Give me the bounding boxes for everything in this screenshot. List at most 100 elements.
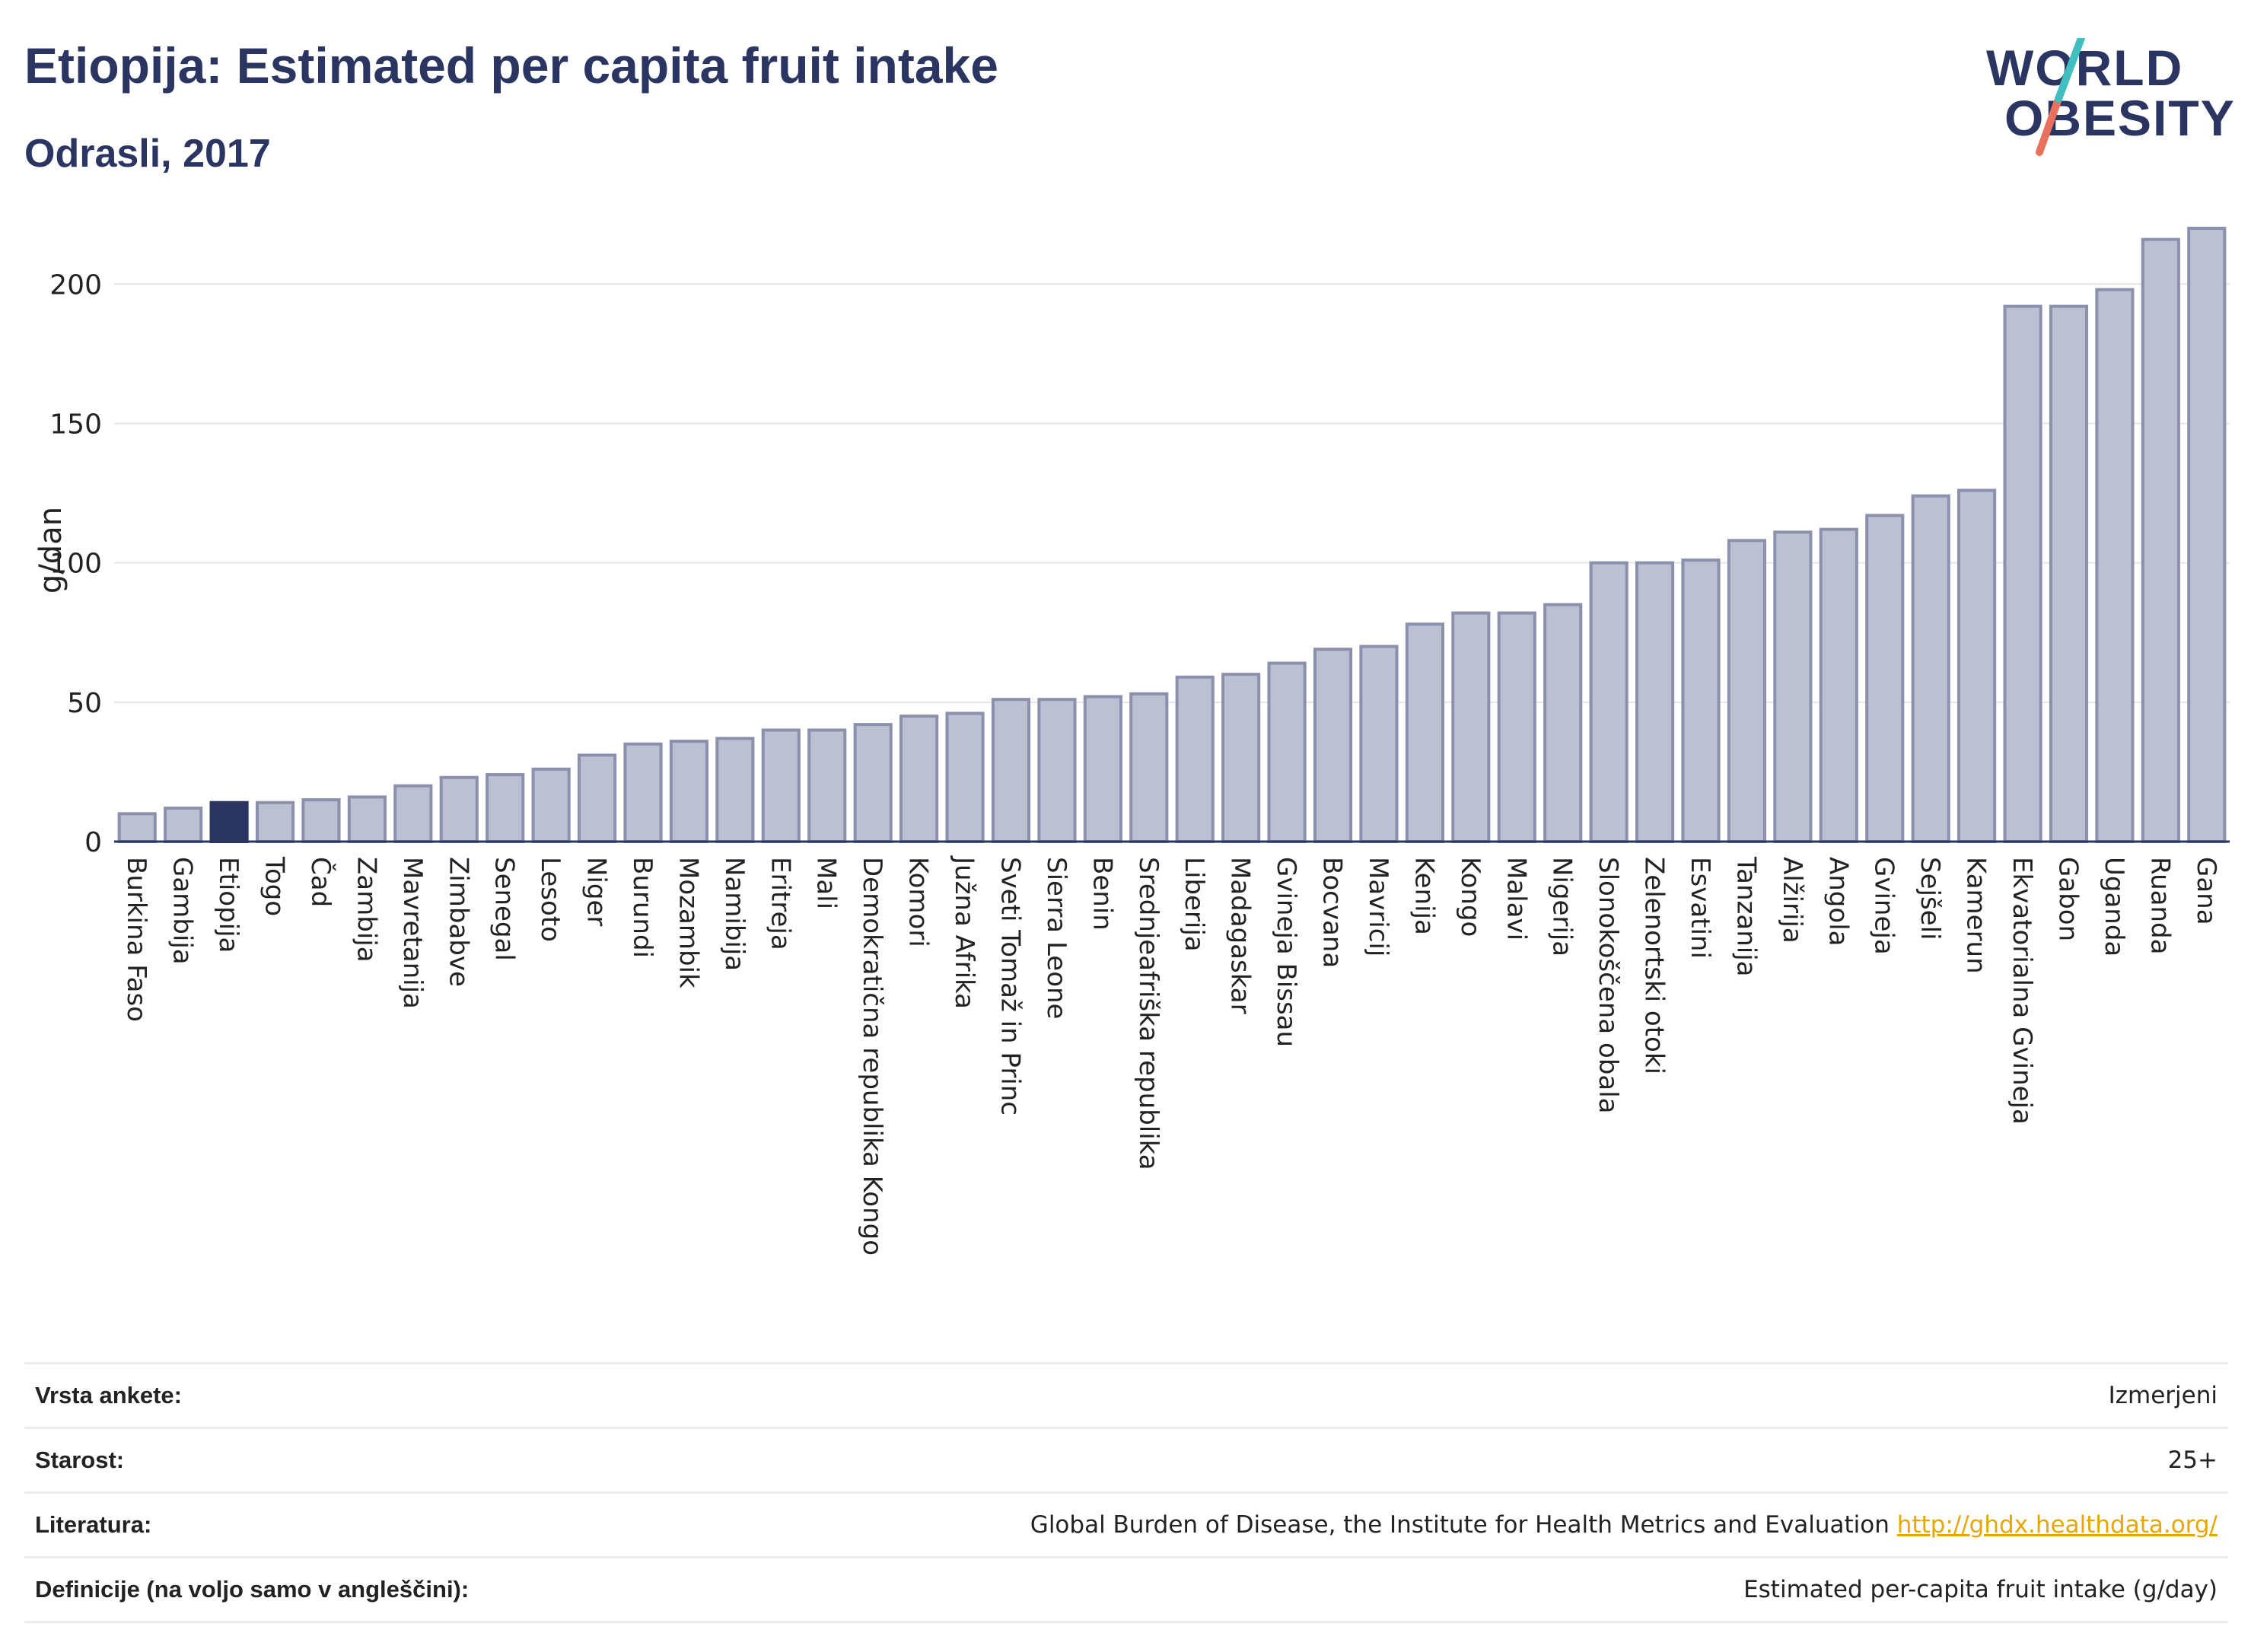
x-tick-label: Sveti Tomaž in Princ	[995, 857, 1025, 1116]
bar-8[interactable]	[486, 773, 525, 844]
page-subtitle: Odrasli, 2017	[24, 132, 271, 176]
x-tick-label: Eritreja	[765, 857, 795, 950]
bar-20[interactable]	[1037, 698, 1077, 843]
x-tick-label: Mali	[811, 857, 842, 909]
x-tick-label: Sierra Leone	[1041, 857, 1071, 1019]
bar-35[interactable]	[1727, 539, 1767, 843]
bar-31[interactable]	[1543, 603, 1583, 843]
x-tick-label: Gvineja Bissau	[1271, 857, 1301, 1047]
bar-41[interactable]	[2003, 304, 2042, 843]
y-tick-label: 100	[49, 549, 102, 580]
bar-36[interactable]	[1773, 530, 1813, 843]
info-label: Literatura:	[35, 1511, 152, 1538]
x-tick-label: Bocvana	[1317, 857, 1348, 968]
bar-9[interactable]	[531, 767, 571, 844]
y-tick-label: 0	[84, 827, 102, 858]
bar-11[interactable]	[623, 742, 663, 843]
bar-37[interactable]	[1819, 527, 1858, 843]
x-tick-label: Gvineja	[1869, 857, 1899, 955]
x-tick-label: Ekvatorialna Gvineja	[2007, 857, 2037, 1125]
info-table: Vrsta ankete: Izmerjeni Starost: 25+ Lit…	[24, 1362, 2228, 1623]
y-axis-label: g/dan	[33, 507, 68, 594]
x-tick-label: Angola	[1823, 857, 1853, 946]
bar-16[interactable]	[853, 723, 893, 843]
bar-14[interactable]	[761, 728, 801, 843]
bar-22[interactable]	[1129, 692, 1169, 843]
x-tick-label: Niger	[581, 857, 612, 926]
x-tick-label: Srednjeafriška republika	[1133, 857, 1164, 1170]
bar-10[interactable]	[577, 753, 617, 843]
y-tick-label: 50	[67, 688, 102, 719]
y-axis-ticks: 0 50 100 150 200	[49, 269, 102, 858]
bar-26[interactable]	[1313, 648, 1353, 844]
bar-23[interactable]	[1175, 675, 1215, 843]
bar-38[interactable]	[1865, 514, 1905, 843]
x-tick-label: Uganda	[2099, 857, 2129, 957]
bar-25[interactable]	[1267, 661, 1307, 844]
bar-28[interactable]	[1405, 622, 1444, 844]
x-tick-label: Čad	[305, 857, 336, 907]
info-row-age: Starost: 25+	[24, 1427, 2228, 1491]
bar-18[interactable]	[945, 711, 985, 843]
x-tick-label: Alžirija	[1777, 857, 1807, 944]
x-tick-label: Kamerun	[1961, 857, 1992, 974]
bar-29[interactable]	[1451, 611, 1491, 844]
x-tick-label: Slonokoščena obala	[1593, 857, 1623, 1113]
bar-39[interactable]	[1911, 494, 1950, 843]
bar-42[interactable]	[2049, 304, 2089, 843]
info-row-definition: Definicije (na voljo samo v angleščini):…	[24, 1556, 2228, 1623]
logo-slash-icon	[2036, 38, 2085, 156]
x-tick-label: Ruanda	[2144, 857, 2175, 954]
x-tick-label: Demokratična republika Kongo	[857, 857, 887, 1256]
chart-bars	[117, 227, 2227, 844]
bar-3[interactable]	[255, 801, 295, 844]
x-tick-label: Malavi	[1501, 857, 1531, 941]
bar-7[interactable]	[439, 775, 479, 844]
x-tick-label: Tanzanija	[1730, 856, 1761, 976]
x-tick-label: Madagaskar	[1225, 857, 1256, 1014]
x-tick-label: Gabon	[2052, 857, 2083, 941]
literature-link[interactable]: http://ghdx.healthdata.org/	[1896, 1511, 2218, 1539]
x-tick-label: Namibija	[719, 857, 750, 971]
info-label: Definicije (na voljo samo v angleščini):	[35, 1576, 470, 1603]
x-tick-label: Togo	[259, 856, 290, 916]
logo-word-world: WORLD	[1986, 40, 2184, 96]
x-tick-label: Etiopija	[213, 857, 244, 953]
bar-27[interactable]	[1359, 645, 1399, 844]
x-tick-label: Sejšeli	[1915, 857, 1945, 940]
x-axis-ticks: Burkina Faso Gambija Etiopija Togo Čad Zambij…	[121, 855, 2221, 1256]
bar-30[interactable]	[1497, 611, 1536, 844]
page-title: Etiopija: Estimated per capita fruit int…	[24, 37, 998, 94]
y-tick-label: 200	[49, 269, 102, 301]
bar-2[interactable]	[209, 801, 249, 844]
bar-44[interactable]	[2141, 237, 2180, 844]
bar-6[interactable]	[393, 784, 433, 844]
bar-17[interactable]	[899, 715, 939, 843]
info-value: Global Burden of Disease, the Institute …	[1030, 1511, 2228, 1539]
bar-21[interactable]	[1083, 695, 1122, 843]
bar-15[interactable]	[807, 728, 847, 843]
info-label: Starost:	[35, 1447, 125, 1473]
bar-0[interactable]	[117, 812, 157, 844]
x-tick-label: Kongo	[1455, 857, 1485, 937]
bar-19[interactable]	[991, 698, 1031, 843]
x-tick-label: Mavricij	[1363, 857, 1393, 957]
bar-1[interactable]	[164, 807, 203, 844]
bar-24[interactable]	[1221, 673, 1261, 843]
info-value: Izmerjeni	[2108, 1382, 2218, 1409]
bar-4[interactable]	[301, 798, 341, 844]
bar-34[interactable]	[1681, 558, 1721, 843]
bar-43[interactable]	[2095, 288, 2135, 844]
world-obesity-logo[interactable]: WORLD OBESITY	[1986, 38, 2234, 160]
info-value: 25+	[2167, 1447, 2218, 1474]
bar-45[interactable]	[2187, 227, 2227, 843]
bar-33[interactable]	[1635, 561, 1675, 843]
bar-5[interactable]	[347, 795, 387, 844]
x-tick-label: Benin	[1087, 857, 1117, 931]
y-tick-label: 150	[49, 409, 102, 440]
bar-40[interactable]	[1957, 489, 1997, 843]
x-tick-label: Gana	[2191, 857, 2221, 925]
bar-13[interactable]	[715, 737, 755, 843]
bar-12[interactable]	[669, 740, 709, 843]
bar-32[interactable]	[1589, 561, 1629, 843]
